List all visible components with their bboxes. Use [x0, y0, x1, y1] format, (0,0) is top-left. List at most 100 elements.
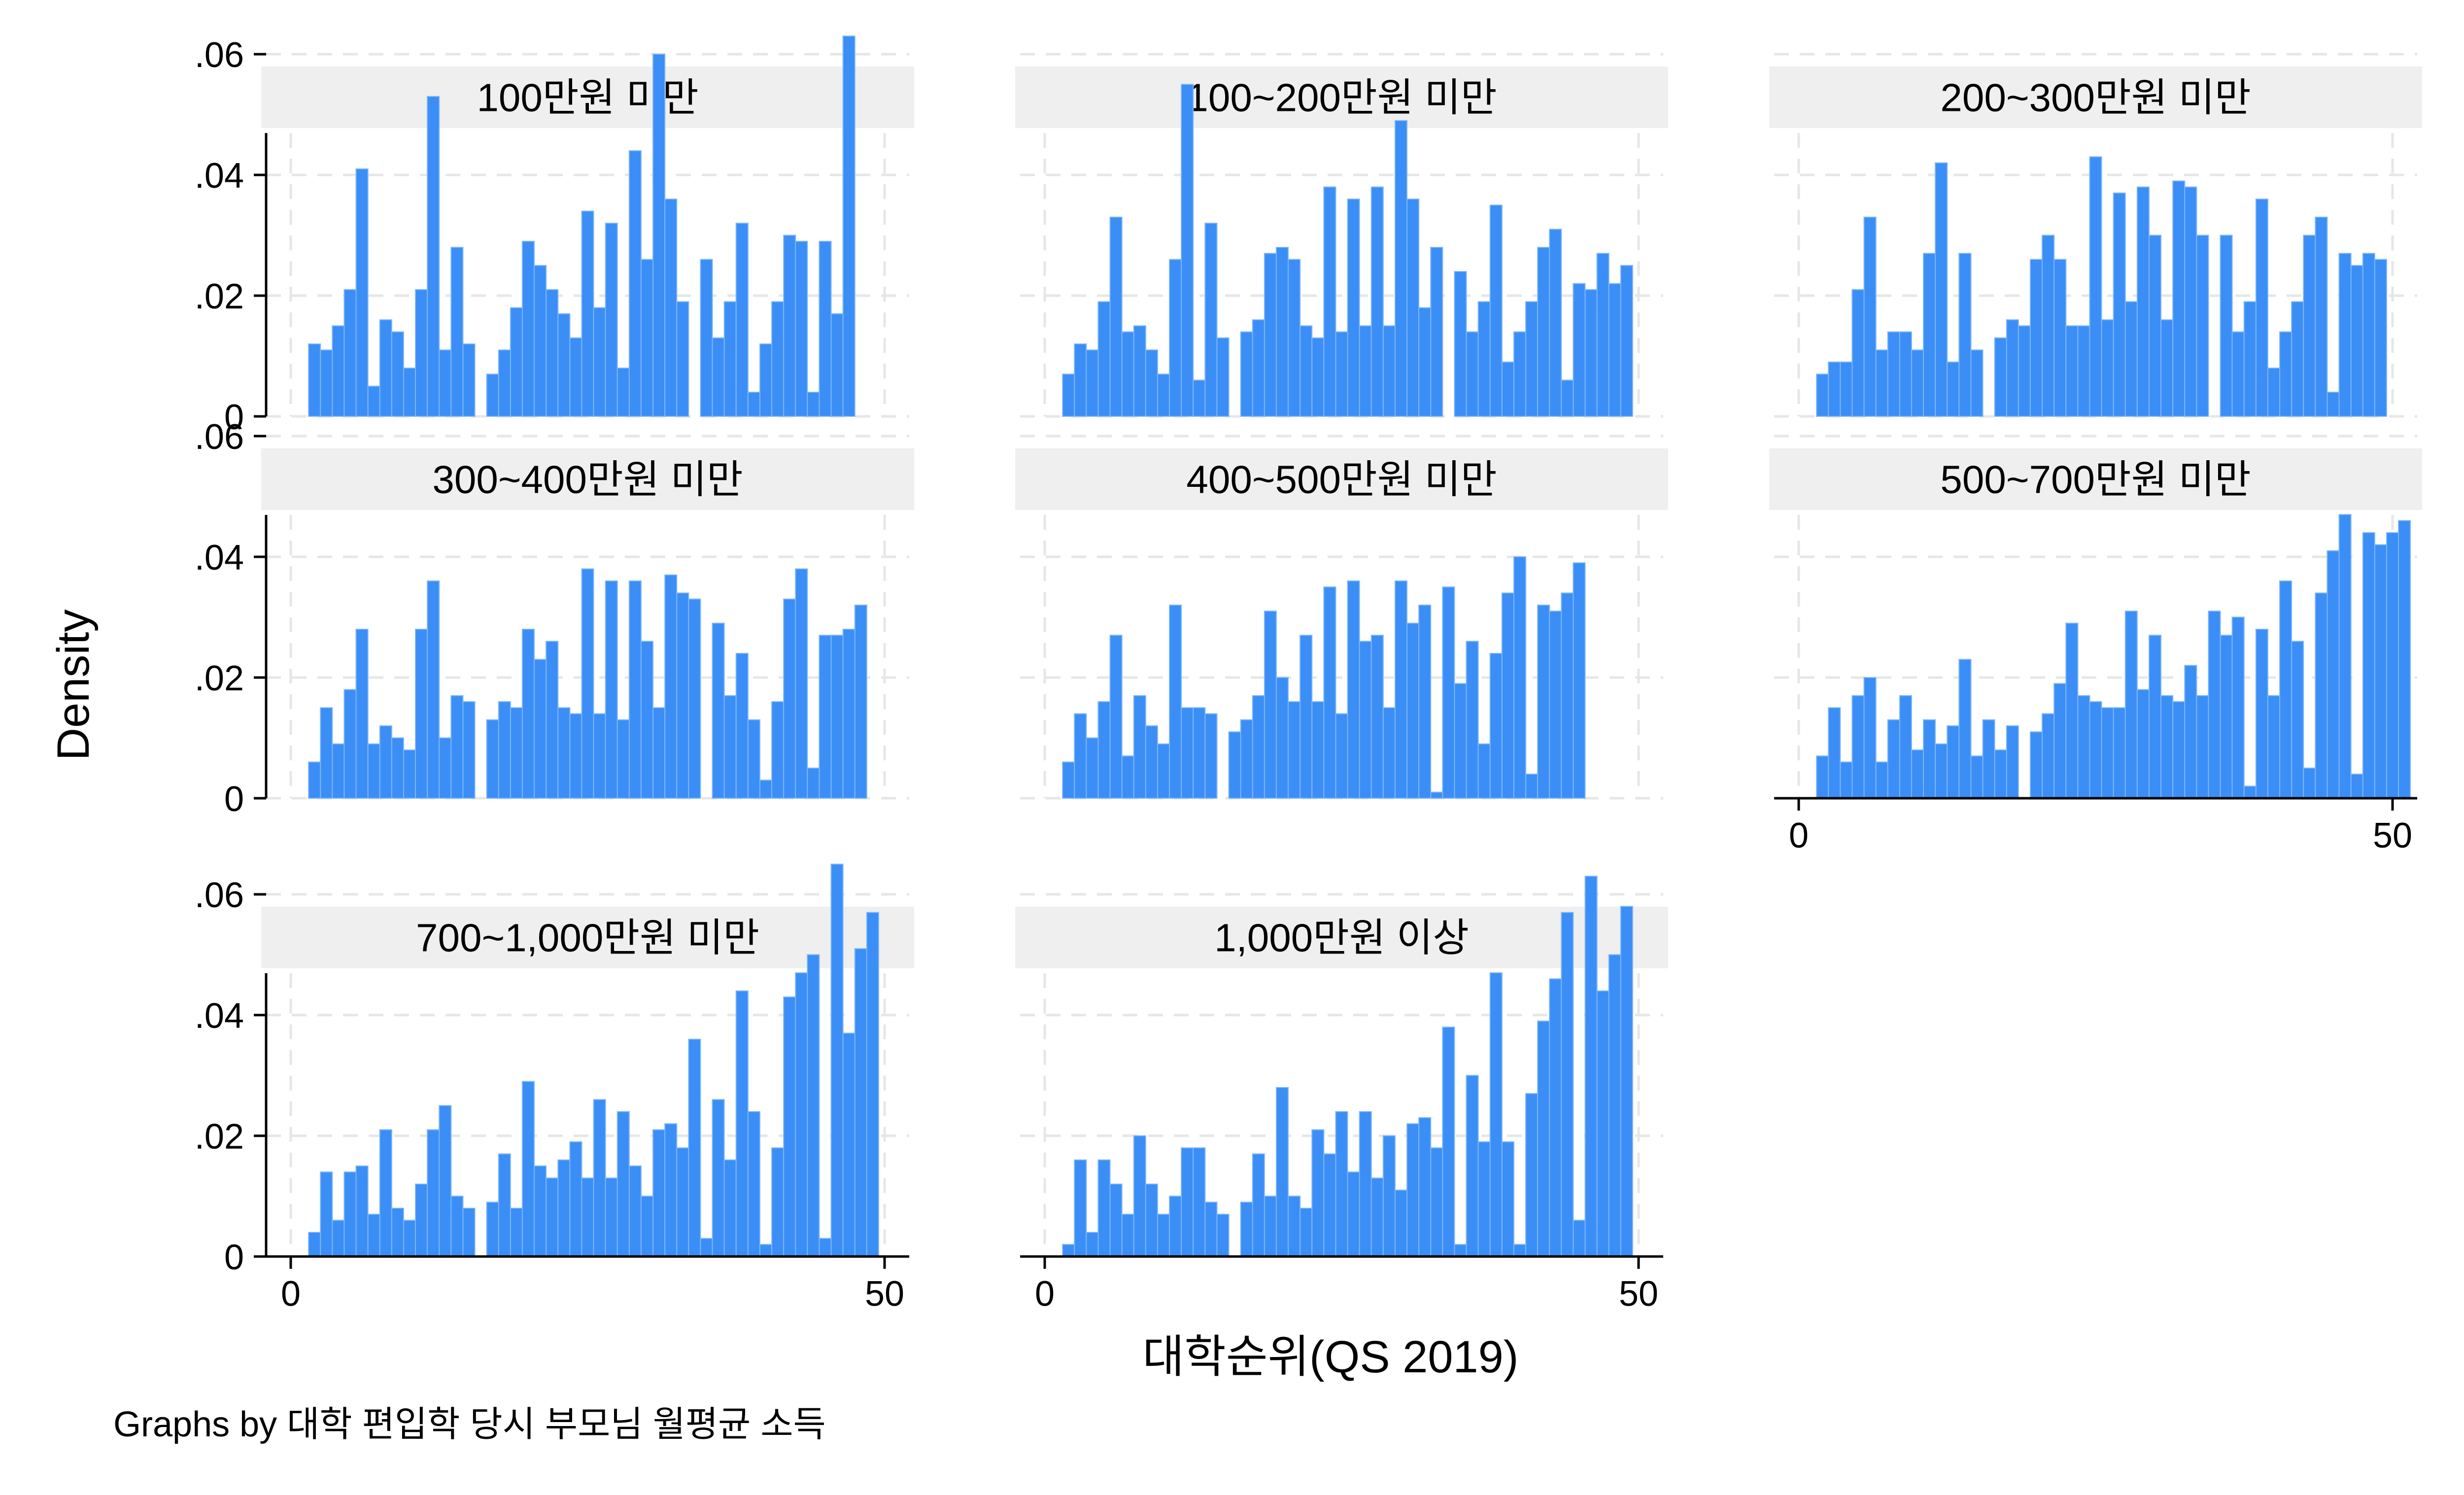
histogram-bar: [830, 863, 844, 1257]
histogram-bar: [616, 1111, 630, 1257]
y-tick-label: 0: [224, 398, 244, 437]
histogram-bar: [2220, 235, 2233, 417]
histogram-bar: [1062, 761, 1075, 799]
histogram-bar: [1887, 331, 1900, 417]
histogram-bar: [2065, 325, 2079, 417]
histogram-bar: [1264, 611, 1277, 799]
histogram-bar: [1288, 259, 1301, 417]
histogram-bar: [628, 580, 642, 799]
histogram-bar: [1501, 1141, 1514, 1257]
histogram-bar: [521, 240, 535, 417]
histogram-bar: [1359, 325, 1372, 417]
histogram-bar: [1620, 906, 1633, 1257]
histogram-bar: [439, 349, 452, 417]
histogram-bar: [332, 325, 345, 417]
histogram-bar: [1982, 719, 1995, 799]
histogram-bar: [534, 1165, 547, 1257]
x-tick-label: 0: [281, 1274, 301, 1314]
histogram-bar: [1193, 379, 1206, 417]
histogram-bar: [557, 1159, 571, 1257]
histogram-bar: [712, 1099, 725, 1257]
histogram-bar: [1418, 1117, 1432, 1257]
histogram-bar: [2053, 683, 2067, 799]
histogram-bar: [1935, 743, 1948, 799]
histogram-bar: [1840, 361, 1853, 417]
y-tick-label: .02: [195, 659, 244, 698]
histogram-bar: [2255, 199, 2268, 417]
histogram-bar: [1525, 301, 1539, 417]
histogram-bar: [1086, 1232, 1099, 1257]
histogram-bar: [1466, 331, 1479, 417]
histogram-bar: [486, 1201, 499, 1257]
histogram-bar: [581, 568, 594, 799]
histogram-bar: [510, 307, 523, 417]
histogram-bar: [546, 641, 559, 799]
histogram-bar: [2077, 325, 2090, 417]
histogram-bar: [462, 343, 476, 417]
histogram-bar: [2148, 635, 2162, 799]
histogram-bar: [605, 1177, 618, 1257]
histogram-bar: [1097, 1159, 1111, 1257]
histogram-bar: [439, 1105, 452, 1257]
histogram-bar: [2327, 550, 2340, 799]
histogram-bar: [2136, 186, 2150, 417]
x-tick-label: 0: [1035, 1274, 1055, 1314]
histogram-bar: [2029, 259, 2043, 417]
x-tick-label: 0: [1789, 816, 1809, 855]
panel-title: 300~400만원 미만: [432, 458, 743, 502]
panel: 100~200만원 미만: [1015, 53, 1668, 418]
histogram-bar: [1994, 337, 2007, 417]
histogram-bar: [664, 199, 678, 417]
histogram-bar: [2291, 641, 2304, 799]
histogram-bar: [1875, 349, 1888, 417]
panel-title-strip: [1015, 67, 1668, 128]
panel-title: 100~200만원 미만: [1186, 76, 1497, 120]
histogram-bar: [2029, 731, 2043, 799]
histogram-bar: [1573, 1220, 1586, 1257]
histogram-bar: [2398, 520, 2411, 799]
histogram-bar: [2018, 325, 2031, 417]
histogram-bar: [1216, 337, 1230, 417]
histogram-bar: [1561, 912, 1574, 1257]
histogram-bar: [1097, 701, 1111, 799]
histogram-bar: [2231, 331, 2245, 417]
histogram-bar: [1121, 331, 1134, 417]
histogram-bar: [1477, 743, 1491, 799]
histogram-bar: [1323, 586, 1336, 799]
histogram-bar: [1851, 695, 1865, 799]
histogram-bar: [1513, 1244, 1527, 1257]
histogram-bar: [462, 701, 476, 799]
histogram-bar: [2243, 785, 2257, 799]
histogram-bar: [1062, 374, 1075, 417]
histogram-bar: [355, 629, 369, 799]
histogram-bar: [759, 780, 773, 799]
histogram-bar: [1430, 247, 1443, 417]
histogram-bar: [343, 289, 357, 417]
histogram-bar: [308, 343, 321, 417]
histogram-bar: [1204, 713, 1218, 799]
histogram-bar: [1300, 325, 1313, 417]
histogram-bar: [415, 289, 428, 417]
histogram-bar: [1109, 635, 1123, 799]
histogram-bar: [1086, 737, 1099, 799]
panel-title-strip: [261, 448, 914, 510]
histogram-bar: [379, 1129, 392, 1257]
histogram-bar: [2374, 259, 2387, 417]
histogram-bar: [450, 247, 464, 417]
histogram-bar: [842, 629, 856, 799]
histogram-bar: [1133, 325, 1146, 417]
panel-title-strip: [1769, 448, 2422, 510]
histogram-bar: [1204, 223, 1218, 417]
histogram-bar: [1288, 1195, 1301, 1257]
histogram-bar: [379, 725, 392, 799]
histogram-bar: [2338, 514, 2352, 799]
histogram-bar: [652, 54, 666, 417]
histogram-bar: [2101, 319, 2114, 417]
histogram-bar: [1394, 580, 1408, 799]
histogram-bar: [771, 301, 785, 417]
histogram-bar: [1097, 301, 1111, 417]
histogram-bar: [759, 1244, 773, 1257]
histogram-bar: [1240, 1201, 1253, 1257]
histogram-bar: [1466, 641, 1479, 799]
histogram-bar: [676, 592, 689, 799]
